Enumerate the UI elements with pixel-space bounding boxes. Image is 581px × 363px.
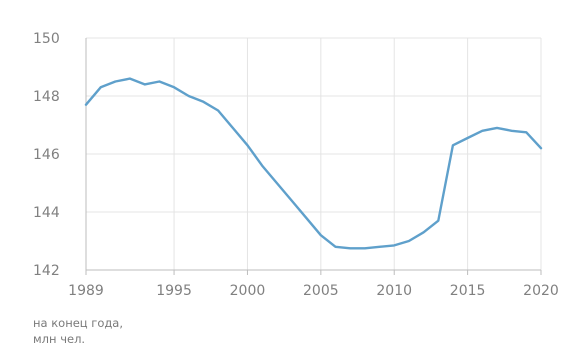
axes [85, 38, 542, 275]
tick-labels: 142 144 146 148 150 1989 1995 2000 2005 2010 2015 2… [33, 31, 559, 299]
x-tick-label-1995: 1995 [156, 283, 192, 299]
x-tick-label-2015: 2015 [450, 283, 486, 299]
x-tick-label-2020: 2020 [523, 283, 559, 299]
y-tick-label-142: 142 [33, 263, 60, 279]
y-tick-label-146: 146 [33, 147, 60, 163]
series-layer [84, 77, 543, 250]
y-tick-label-144: 144 [33, 205, 60, 221]
series-line-0 [84, 77, 543, 250]
y-tick-label-150: 150 [33, 31, 60, 47]
x-tick-label-1989: 1989 [68, 283, 104, 299]
chart-footnote: на конец года, млн чел. [33, 315, 123, 347]
x-tick-label-2010: 2010 [376, 283, 412, 299]
footnote-line-2: млн чел. [33, 332, 86, 346]
x-tick-label-2000: 2000 [230, 283, 266, 299]
gridlines [86, 37, 542, 270]
y-tick-label-148: 148 [33, 89, 60, 105]
footnote-line-1: на конец года, [33, 316, 124, 330]
x-tick-label-2005: 2005 [303, 283, 339, 299]
